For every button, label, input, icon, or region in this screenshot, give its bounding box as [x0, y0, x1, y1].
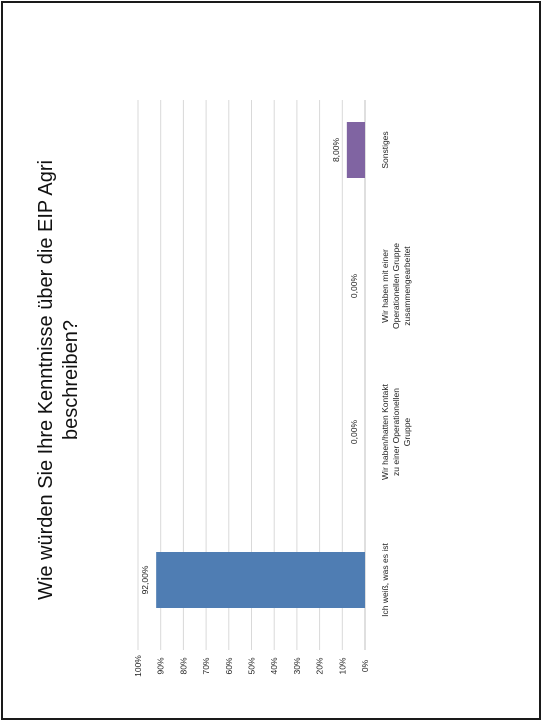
- data-label: 0,00%: [349, 420, 359, 445]
- category-label: Wir haben/hatten Kontakt: [380, 383, 390, 480]
- category-label: zu einer Operationellen: [391, 388, 401, 476]
- value-tick-label: 20%: [315, 657, 325, 674]
- data-label: 92,00%: [140, 565, 150, 594]
- data-label: 8,00%: [331, 138, 341, 163]
- value-tick-label: 100%: [133, 655, 143, 677]
- value-tick-label: 50%: [247, 657, 257, 674]
- category-label: Operationellen Gruppe: [391, 243, 401, 329]
- data-label: 0,00%: [349, 274, 359, 299]
- value-tick-label: 10%: [337, 657, 347, 674]
- value-tick-label: 30%: [292, 657, 302, 674]
- category-label: Wir haben mit einer: [380, 249, 390, 323]
- category-label: Gruppe: [402, 418, 412, 447]
- value-tick-label: 60%: [224, 657, 234, 674]
- bar: [346, 122, 365, 178]
- value-tick-label: 70%: [201, 657, 211, 674]
- value-tick-label: 0%: [360, 659, 370, 672]
- value-tick-label: 90%: [156, 657, 166, 674]
- bar: [156, 552, 365, 608]
- value-tick-label: 80%: [178, 657, 188, 674]
- value-tick-label: 40%: [269, 657, 279, 674]
- category-label: Ich weiß, was es ist: [380, 543, 390, 617]
- category-label: Sonstiges: [380, 131, 390, 168]
- chart-title: Wie würden Sie Ihre Kenntnisse über die …: [35, 160, 57, 600]
- category-label: zusammengearbeitet: [402, 246, 412, 326]
- chart-title: beschreiben?: [60, 320, 82, 440]
